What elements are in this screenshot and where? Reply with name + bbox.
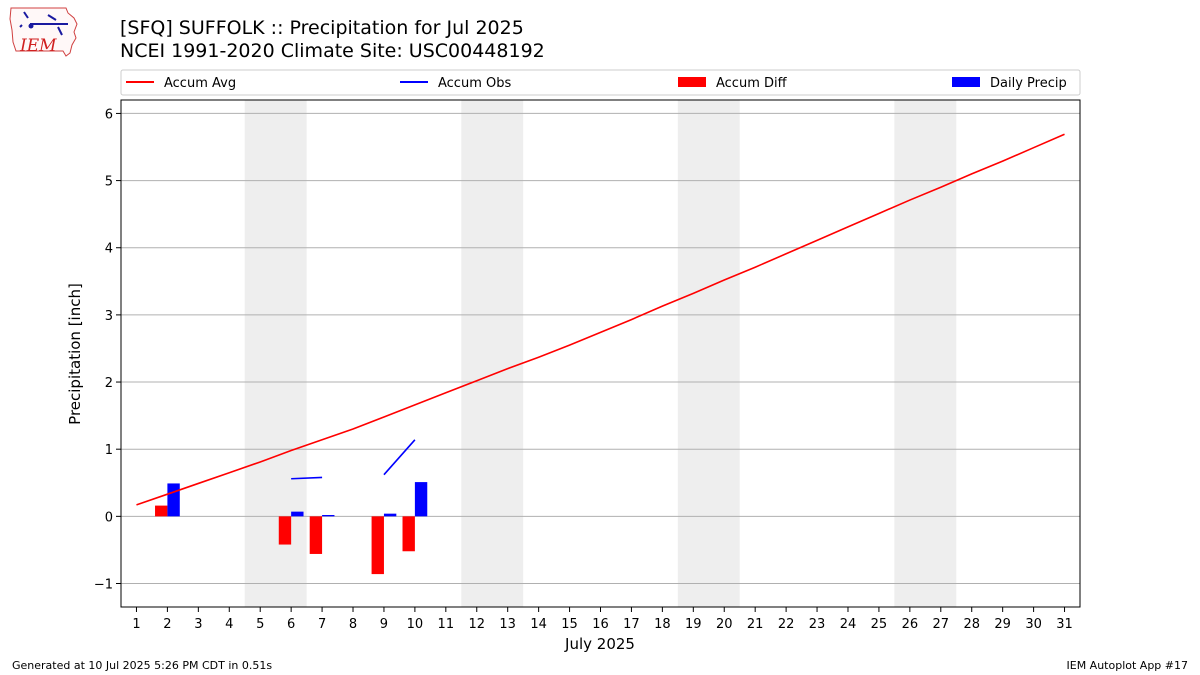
x-tick-label: 31 xyxy=(1056,617,1073,632)
weekend-span-1 xyxy=(244,100,307,607)
gridlines xyxy=(121,112,1080,584)
x-tick-label: 14 xyxy=(530,617,547,632)
x-tick-label: 9 xyxy=(380,617,388,632)
y-tick-label: 0 xyxy=(105,510,113,525)
weather-station-icon xyxy=(19,11,68,36)
daily-precip-bar xyxy=(167,483,180,517)
x-tick-label: 11 xyxy=(438,617,455,632)
x-tick-label: 21 xyxy=(747,617,764,632)
x-tick-label: 23 xyxy=(809,617,826,632)
weekend-span-2 xyxy=(461,100,524,607)
x-tick-label: 17 xyxy=(623,617,640,632)
daily-precip-bar xyxy=(414,482,428,517)
accum-diff-bar xyxy=(309,516,323,554)
x-tick-label: 15 xyxy=(561,617,578,632)
legend: Accum Avg Accum Obs Accum Diff Daily Precip xyxy=(120,69,1081,96)
legend-swatch-daily-precip xyxy=(952,77,980,87)
generated-timestamp: Generated at 10 Jul 2025 5:26 PM CDT in … xyxy=(12,659,273,672)
accum-diff-bar xyxy=(155,505,168,517)
legend-label-accum-avg: Accum Avg xyxy=(164,76,236,91)
y-tick-label: 6 xyxy=(105,107,113,122)
y-axis-label: Precipitation [inch] xyxy=(66,283,84,425)
x-tick-label: 5 xyxy=(256,617,264,632)
chart-subtitle: NCEI 1991-2020 Climate Site: USC00448192 xyxy=(120,40,545,62)
y-tick-label: 2 xyxy=(105,376,113,391)
y-tick-label: 5 xyxy=(105,175,113,190)
x-tick-label: 7 xyxy=(318,617,326,632)
accum-avg-line xyxy=(136,133,1065,506)
daily-precip-bar xyxy=(291,511,304,517)
iowa-state-outline xyxy=(9,7,78,57)
weekend-span-3 xyxy=(677,100,740,607)
station-dot-icon xyxy=(28,23,34,29)
x-tick-label: 19 xyxy=(685,617,702,632)
x-tick-label: 3 xyxy=(194,617,202,632)
x-tick-label: 2 xyxy=(163,617,171,632)
x-axis-label: July 2025 xyxy=(564,635,635,653)
y-tick-label: −1 xyxy=(94,577,113,592)
accum-obs-line xyxy=(291,476,323,480)
x-tick-label: 4 xyxy=(225,617,233,632)
legend-label-accum-obs: Accum Obs xyxy=(438,76,511,91)
chart-title: [SFQ] SUFFOLK :: Precipitation for Jul 2… xyxy=(120,17,524,39)
x-tick-label: 28 xyxy=(963,617,980,632)
x-tick-label: 13 xyxy=(499,617,516,632)
legend-swatch-accum-diff xyxy=(678,77,706,87)
x-tick-label: 24 xyxy=(840,617,857,632)
series-lines xyxy=(136,133,1065,506)
accum-obs-line xyxy=(383,439,416,476)
x-tick-label: 12 xyxy=(468,617,485,632)
iem-logo: IEM xyxy=(9,7,78,57)
y-axis-ticks: −1 0 1 2 3 4 5 6 xyxy=(94,107,121,592)
daily-precip-bar xyxy=(322,515,335,517)
x-tick-label: 1 xyxy=(132,617,140,632)
x-tick-label: 8 xyxy=(349,617,357,632)
legend-label-daily-precip: Daily Precip xyxy=(990,76,1067,91)
x-tick-label: 29 xyxy=(994,617,1011,632)
x-tick-label: 30 xyxy=(1025,617,1042,632)
y-tick-label: 4 xyxy=(105,242,113,257)
weekend-shading xyxy=(244,100,957,607)
logo-text: IEM xyxy=(19,36,57,56)
x-axis-ticks: 1 2 3 4 5 6 7 8 9 10 11 12 13 14 15 16 17 18 19 20 21 22 23 24 2… xyxy=(132,607,1073,632)
x-tick-label: 22 xyxy=(778,617,795,632)
legend-label-accum-diff: Accum Diff xyxy=(716,76,788,91)
accum-diff-bar xyxy=(371,516,384,575)
x-tick-label: 27 xyxy=(933,617,950,632)
accum-diff-bar xyxy=(402,516,415,552)
x-tick-label: 20 xyxy=(716,617,733,632)
y-tick-label: 1 xyxy=(105,443,113,458)
weekend-span-4 xyxy=(894,100,957,607)
app-credit: IEM Autoplot App #17 xyxy=(1066,659,1189,672)
x-tick-label: 18 xyxy=(654,617,671,632)
accum-diff-bar xyxy=(278,516,292,545)
x-tick-label: 6 xyxy=(287,617,295,632)
x-tick-label: 10 xyxy=(407,617,424,632)
y-tick-label: 3 xyxy=(105,309,113,324)
bars xyxy=(155,482,428,575)
x-tick-label: 25 xyxy=(871,617,888,632)
x-tick-label: 26 xyxy=(902,617,919,632)
x-tick-label: 16 xyxy=(592,617,609,632)
legend-frame xyxy=(120,69,1081,96)
daily-precip-bar xyxy=(383,513,397,517)
